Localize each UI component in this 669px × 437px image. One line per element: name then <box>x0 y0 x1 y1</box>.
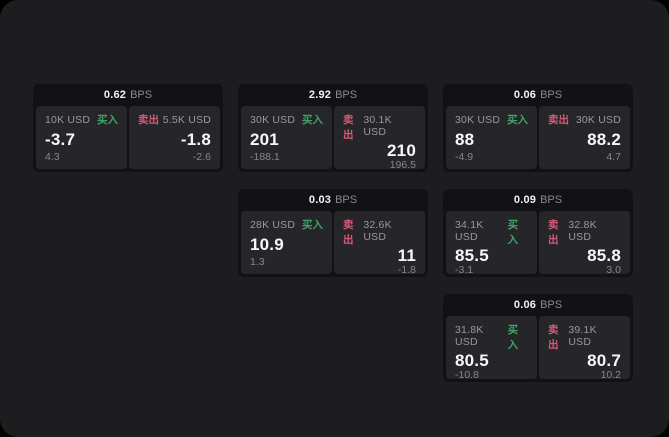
spread-value: 0.09 <box>513 194 537 206</box>
sell-label: 卖出 <box>138 114 159 126</box>
sell-label: 卖出 <box>548 219 559 246</box>
buy-price: 85.5 <box>455 246 489 265</box>
sell-panel[interactable]: 卖出 39.1K USD 80.7 10.2 <box>539 316 630 381</box>
quote-card-5: 0.06 BPS 31.8K USD 买入 80.5 -10.8 卖出 39.1… <box>443 294 633 382</box>
buy-panel[interactable]: 28K USD 买入 10.9 1.3 <box>241 211 332 274</box>
buy-price: 88 <box>455 129 475 149</box>
buy-label: 买入 <box>507 324 519 351</box>
spread-unit: BPS <box>540 299 563 311</box>
sell-price: 11 <box>397 246 416 265</box>
sell-price: -1.8 <box>180 129 211 149</box>
quote-card-3: 0.03 BPS 28K USD 买入 10.9 1.3 卖出 32.6K US… <box>238 189 428 277</box>
spread-unit: BPS <box>335 89 358 101</box>
sell-sub-value: 10.2 <box>600 369 621 381</box>
buy-panel[interactable]: 10K USD 买入 -3.7 4.3 <box>36 106 127 169</box>
sell-label: 卖出 <box>548 324 559 351</box>
quote-panels: 10K USD 买入 -3.7 4.3 卖出 5.5K USD -1.8 -2.… <box>36 106 220 169</box>
sell-price: 210 <box>387 141 416 160</box>
sell-sub-value: 196.5 <box>389 159 416 171</box>
quote-card-2: 0.06 BPS 30K USD 买入 88 -4.9 卖出 30K USD 8… <box>443 84 633 172</box>
buy-panel[interactable]: 31.8K USD 买入 80.5 -10.8 <box>446 316 537 381</box>
quote-panels: 34.1K USD 买入 85.5 -3.1 卖出 32.8K USD 85.8… <box>446 211 630 276</box>
buy-label: 买入 <box>302 114 323 126</box>
buy-label: 买入 <box>507 219 519 246</box>
sell-panel[interactable]: 卖出 32.6K USD 11 -1.8 <box>334 211 425 276</box>
buy-sub-value: 1.3 <box>250 256 265 268</box>
card-header: 0.03 BPS <box>238 189 428 211</box>
sell-sub-value: 4.7 <box>606 151 621 163</box>
buy-label: 买入 <box>507 114 528 126</box>
buy-size: 34.1K USD <box>455 219 484 243</box>
spread-value: 2.92 <box>308 89 332 101</box>
sell-label: 卖出 <box>343 114 354 141</box>
sell-panel[interactable]: 卖出 30K USD 88.2 4.7 <box>539 106 630 169</box>
sell-size: 30.1K USD <box>363 114 392 138</box>
sell-price: 85.8 <box>587 246 621 265</box>
buy-panel[interactable]: 34.1K USD 买入 85.5 -3.1 <box>446 211 537 276</box>
card-header: 0.62 BPS <box>33 84 223 106</box>
card-header: 2.92 BPS <box>238 84 428 106</box>
buy-sub-value: -188.1 <box>250 151 280 163</box>
buy-price: 80.5 <box>455 351 489 370</box>
spread-value: 0.03 <box>308 194 332 206</box>
card-header: 0.06 BPS <box>443 294 633 316</box>
sell-label: 卖出 <box>548 114 569 126</box>
sell-size: 39.1K USD <box>568 324 597 348</box>
sell-sub-value: 3.0 <box>606 264 621 276</box>
quote-card-0: 0.62 BPS 10K USD 买入 -3.7 4.3 卖出 5.5K USD… <box>33 84 223 172</box>
buy-size: 28K USD <box>250 219 296 231</box>
sell-price: 80.7 <box>587 351 621 370</box>
spread-value: 0.06 <box>513 299 537 311</box>
buy-size: 31.8K USD <box>455 324 484 348</box>
sell-label: 卖出 <box>343 219 354 246</box>
spread-unit: BPS <box>540 194 563 206</box>
spread-unit: BPS <box>540 89 563 101</box>
card-header: 0.09 BPS <box>443 189 633 211</box>
sell-size: 5.5K USD <box>162 114 211 126</box>
buy-sub-value: 4.3 <box>45 151 60 163</box>
sell-panel[interactable]: 卖出 30.1K USD 210 196.5 <box>334 106 425 171</box>
sell-panel[interactable]: 卖出 5.5K USD -1.8 -2.6 <box>129 106 220 169</box>
buy-label: 买入 <box>97 114 118 126</box>
quote-panels: 28K USD 买入 10.9 1.3 卖出 32.6K USD 11 -1.8 <box>241 211 425 276</box>
buy-size: 10K USD <box>45 114 91 126</box>
buy-sub-value: -3.1 <box>455 264 474 276</box>
buy-sub-value: -4.9 <box>455 151 474 163</box>
quote-card-1: 2.92 BPS 30K USD 买入 201 -188.1 卖出 30.1K … <box>238 84 428 172</box>
buy-sub-value: -10.8 <box>455 369 479 381</box>
card-header: 0.06 BPS <box>443 84 633 106</box>
spread-unit: BPS <box>335 194 358 206</box>
sell-sub-value: -1.8 <box>397 264 416 276</box>
sell-price: 88.2 <box>587 129 621 149</box>
spread-unit: BPS <box>130 89 153 101</box>
buy-price: 10.9 <box>250 234 284 254</box>
quote-panels: 30K USD 买入 201 -188.1 卖出 30.1K USD 210 1… <box>241 106 425 171</box>
sell-size: 32.6K USD <box>363 219 392 243</box>
sell-sub-value: -2.6 <box>192 151 211 163</box>
sell-size: 32.8K USD <box>568 219 597 243</box>
quote-card-4: 0.09 BPS 34.1K USD 买入 85.5 -3.1 卖出 32.8K… <box>443 189 633 277</box>
sell-size: 30K USD <box>575 114 621 126</box>
buy-price: -3.7 <box>45 129 76 149</box>
quote-panels: 30K USD 买入 88 -4.9 卖出 30K USD 88.2 4.7 <box>446 106 630 169</box>
buy-panel[interactable]: 30K USD 买入 201 -188.1 <box>241 106 332 169</box>
buy-size: 30K USD <box>455 114 501 126</box>
buy-size: 30K USD <box>250 114 296 126</box>
quote-panels: 31.8K USD 买入 80.5 -10.8 卖出 39.1K USD 80.… <box>446 316 630 381</box>
buy-panel[interactable]: 30K USD 买入 88 -4.9 <box>446 106 537 169</box>
buy-price: 201 <box>250 129 279 149</box>
sell-panel[interactable]: 卖出 32.8K USD 85.8 3.0 <box>539 211 630 276</box>
spread-value: 0.06 <box>513 89 537 101</box>
buy-label: 买入 <box>302 219 323 231</box>
spread-value: 0.62 <box>103 89 127 101</box>
